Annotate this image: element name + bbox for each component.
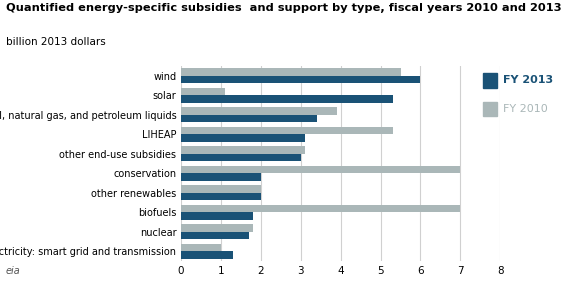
Text: FY 2013: FY 2013 [503,75,553,85]
Bar [181,193,261,200]
Bar [181,166,461,173]
Bar [181,205,461,212]
Bar [181,251,233,259]
Bar [181,76,420,83]
Bar [181,154,301,161]
Bar [181,212,253,220]
Text: billion 2013 dollars: billion 2013 dollars [6,37,105,47]
Bar [181,224,253,232]
Bar [181,95,393,103]
Bar [181,232,249,239]
Bar [181,115,317,122]
Text: Quantified energy-specific subsidies  and support by type, fiscal years 2010 and: Quantified energy-specific subsidies and… [6,3,561,13]
Text: eia: eia [6,265,21,276]
Bar [181,127,393,134]
Bar [181,185,261,193]
Bar [181,146,305,154]
Bar [181,107,337,115]
Bar [181,88,225,95]
Bar [181,244,221,251]
Bar [181,134,305,142]
Bar [181,68,401,76]
Text: FY 2010: FY 2010 [503,104,548,114]
Bar [181,173,261,181]
